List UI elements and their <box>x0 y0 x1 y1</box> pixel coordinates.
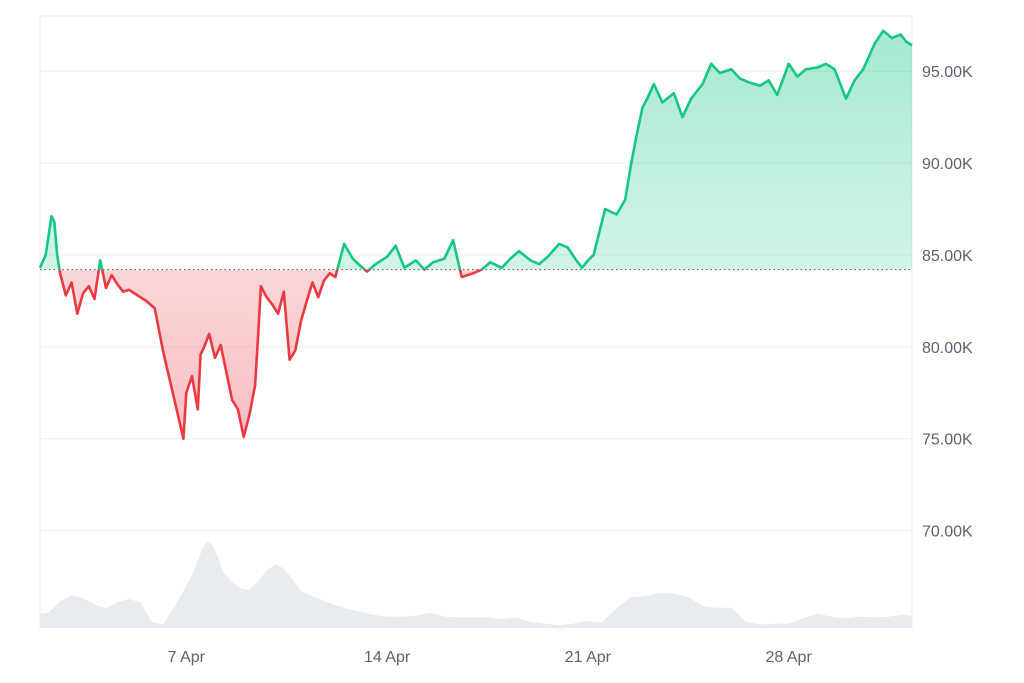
area-above-reference <box>40 30 912 270</box>
y-tick-label: 75.00K <box>922 432 973 449</box>
y-tick-label: 90.00K <box>922 156 973 173</box>
x-tick-label: 7 Apr <box>168 649 206 666</box>
label-layer: 70.00K 75.00K 80.00K 85.00K 90.00K 95.00K 7 Ap… <box>168 64 973 666</box>
line-layer <box>38 29 913 440</box>
y-tick-label: 80.00K <box>922 340 973 357</box>
y-tick-label: 70.00K <box>922 524 973 541</box>
area-layer <box>40 30 912 439</box>
price-line-down <box>58 269 484 440</box>
volume-layer <box>40 541 912 628</box>
price-line-up <box>38 29 913 270</box>
y-tick-label: 85.00K <box>922 248 973 265</box>
volume-area <box>40 541 912 628</box>
x-tick-label: 28 Apr <box>766 649 813 666</box>
y-tick-label: 95.00K <box>922 64 973 81</box>
x-tick-label: 21 Apr <box>565 649 612 666</box>
area-below-reference <box>59 269 482 439</box>
x-tick-label: 14 Apr <box>364 649 411 666</box>
